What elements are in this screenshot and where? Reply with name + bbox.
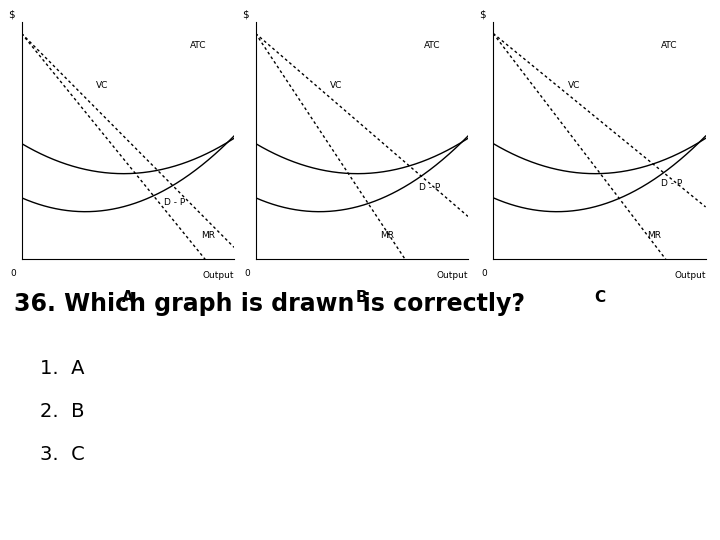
Text: Output: Output [202, 271, 234, 280]
Text: D - P: D - P [419, 184, 441, 192]
Text: 1.  A: 1. A [40, 359, 84, 378]
Text: 3.  C: 3. C [40, 446, 84, 464]
Text: $: $ [480, 9, 486, 19]
Text: $: $ [242, 9, 248, 19]
Text: ATC: ATC [661, 41, 678, 50]
Text: A: A [122, 290, 134, 305]
Text: 2.  B: 2. B [40, 402, 84, 421]
Text: 36. Which graph is drawn is correctly?: 36. Which graph is drawn is correctly? [14, 292, 526, 315]
Text: ATC: ATC [423, 41, 440, 50]
Text: VC: VC [96, 81, 109, 90]
Text: D - P: D - P [661, 179, 683, 188]
Text: MR: MR [380, 231, 395, 240]
Text: 0: 0 [10, 269, 16, 278]
Text: Output: Output [436, 271, 468, 280]
Text: Output: Output [674, 271, 706, 280]
Text: 0: 0 [482, 269, 487, 278]
Text: MR: MR [647, 231, 662, 240]
Text: 0: 0 [244, 269, 250, 278]
Text: MR: MR [202, 231, 215, 240]
Text: B: B [356, 290, 368, 305]
Text: VC: VC [568, 81, 580, 90]
Text: $: $ [8, 9, 14, 19]
Text: D - P: D - P [164, 198, 185, 207]
Text: VC: VC [330, 81, 343, 90]
Text: C: C [594, 290, 605, 305]
Text: ATC: ATC [189, 41, 206, 50]
